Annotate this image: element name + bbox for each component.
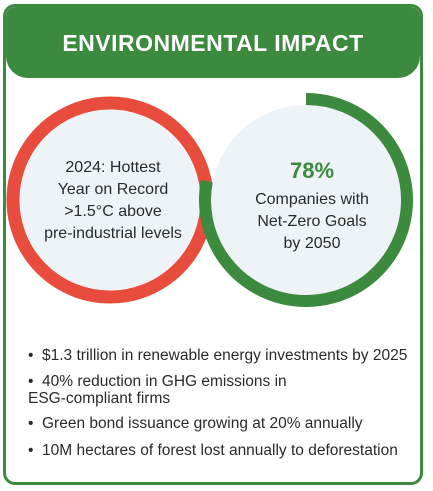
fact-item-ghg: • 40% reduction in GHG emissions in ESG-c… — [28, 373, 420, 407]
bullet-icon: • — [28, 415, 34, 432]
bullet-icon: • — [28, 373, 34, 390]
bullet-icon: • — [28, 347, 34, 364]
net-zero-line-1: Companies with — [255, 191, 369, 208]
card-header: ENVIRONMENTAL IMPACT — [6, 7, 420, 78]
hottest-year-line-2: Year on Record — [57, 181, 169, 198]
fact-text: 10M hectares of forest lost annually to … — [42, 442, 398, 459]
fact-text: 40% reduction in GHG emissions in — [42, 373, 287, 390]
hottest-year-disc — [20, 110, 200, 290]
net-zero-line-2: Net-Zero Goals — [257, 213, 367, 230]
fact-item-green-bond: • Green bond issuance growing at 20% annu… — [28, 415, 420, 432]
hottest-year-line-4: pre-industrial levels — [44, 225, 182, 242]
stats-section: 2024: Hottest Year on Record >1.5°C abov… — [6, 7, 420, 307]
environmental-impact-card: ENVIRONMENTAL IMPACT 2024: Hottest Year … — [3, 4, 423, 485]
net-zero-disc — [211, 105, 401, 295]
stat-rings — [6, 93, 413, 307]
fact-text: Green bond issuance growing at 20% annua… — [42, 415, 363, 432]
hottest-year-line-1: 2024: Hottest — [65, 159, 161, 176]
net-zero-line-3: by 2050 — [283, 235, 341, 252]
fact-item-renewable: • $1.3 trillion in renewable energy inves… — [28, 347, 420, 364]
fact-text: $1.3 trillion in renewable energy invest… — [42, 347, 408, 364]
net-zero-stat: 78% Companies with Net-Zero Goals by 205… — [234, 157, 390, 255]
hottest-year-line-3: >1.5°C above — [64, 203, 162, 220]
fact-text-continued: ESG-compliant firms — [28, 390, 171, 407]
facts-list: • $1.3 trillion in renewable energy inves… — [28, 347, 420, 459]
card-title: ENVIRONMENTAL IMPACT — [62, 30, 364, 56]
net-zero-progress-ring — [199, 93, 413, 307]
bullet-icon: • — [28, 442, 34, 459]
net-zero-percentage: 78% — [289, 158, 335, 183]
fact-item-forest: • 10M hectares of forest lost annually to… — [28, 442, 420, 459]
hottest-year-stat: 2024: Hottest Year on Record >1.5°C abov… — [28, 157, 198, 245]
